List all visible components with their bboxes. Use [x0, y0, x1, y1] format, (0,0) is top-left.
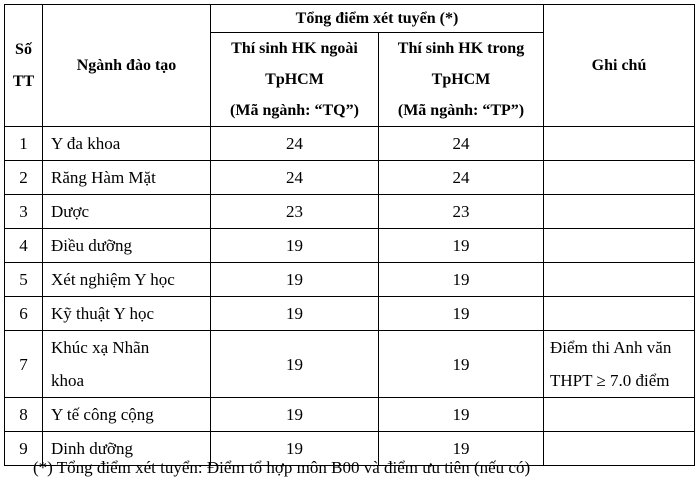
- major-name: Kỹ thuật Y học: [42, 296, 211, 331]
- score-outside: 19: [210, 296, 379, 331]
- score-inside: 19: [378, 397, 544, 432]
- footnote: (*) Tổng điểm xét tuyển: Điểm tổ hợp môn…: [33, 458, 531, 477]
- major-name: Y tế công cộng: [42, 397, 211, 432]
- score-outside: 24: [210, 126, 379, 161]
- score-outside: 19: [210, 262, 379, 297]
- row-number: 3: [4, 194, 43, 229]
- score-inside: 19: [378, 262, 544, 297]
- score-inside: 19: [378, 228, 544, 263]
- major-name: Khúc xạ Nhãn khoa: [42, 330, 211, 398]
- note: [543, 228, 695, 263]
- row-number: 7: [4, 330, 43, 398]
- inside-label: Thí sinh HK trong TpHCM: [397, 40, 525, 88]
- note: [543, 126, 695, 161]
- table-row: 4 Điều dưỡng 19 19: [4, 228, 695, 263]
- header-note: Ghi chú: [543, 4, 695, 127]
- note: [543, 160, 695, 195]
- row-number: 1: [4, 126, 43, 161]
- table-row: 3 Dược 23 23: [4, 194, 695, 229]
- score-outside: 19: [210, 397, 379, 432]
- outside-label: Thí sinh HK ngoài TpHCM: [231, 40, 358, 88]
- row-number: 9: [4, 431, 43, 466]
- major-name: Dược: [42, 194, 211, 229]
- row-number: 8: [4, 397, 43, 432]
- note: [543, 397, 695, 432]
- header-inside: Thí sinh HK trong TpHCM (Mã ngành: “TP”): [378, 32, 544, 127]
- score-outside: 19: [210, 228, 379, 263]
- row-number: 2: [4, 160, 43, 195]
- row-number: 6: [4, 296, 43, 331]
- major-name: Điều dưỡng: [42, 228, 211, 263]
- header-total: Tổng điểm xét tuyển (*): [210, 4, 544, 33]
- score-outside: 19: [210, 330, 379, 398]
- outside-code: (Mã ngành: “TQ”): [230, 102, 359, 119]
- score-inside: 19: [378, 431, 544, 466]
- score-outside: 23: [210, 194, 379, 229]
- table-row: 5 Xét nghiệm Y học 19 19: [4, 262, 695, 297]
- major-name: Răng Hàm Mặt: [42, 160, 211, 195]
- score-table: Số TT Ngành đào tạo Tổng điểm xét tuyển …: [4, 4, 695, 466]
- score-outside: 24: [210, 160, 379, 195]
- score-inside: 24: [378, 160, 544, 195]
- header-stt: Số TT: [4, 4, 43, 127]
- row-number: 5: [4, 262, 43, 297]
- header-outside: Thí sinh HK ngoài TpHCM (Mã ngành: “TQ”): [210, 32, 379, 127]
- row-number: 4: [4, 228, 43, 263]
- score-inside: 24: [378, 126, 544, 161]
- note: [543, 194, 695, 229]
- table-row: 7 Khúc xạ Nhãn khoa 19 19 Điểm thi Anh văn T…: [4, 330, 695, 398]
- major-name: Xét nghiệm Y học: [42, 262, 211, 297]
- score-inside: 23: [378, 194, 544, 229]
- note: [543, 296, 695, 331]
- score-inside: 19: [378, 296, 544, 331]
- major-name-text: Khúc xạ Nhãn khoa: [51, 338, 150, 390]
- table-row: 6 Kỹ thuật Y học 19 19: [4, 296, 695, 331]
- header-major: Ngành đào tạo: [42, 4, 211, 127]
- table-row: 2 Răng Hàm Mặt 24 24: [4, 160, 695, 195]
- note: [543, 262, 695, 297]
- table-row: 9 Dinh dưỡng 19 19: [4, 431, 695, 466]
- major-name: Y đa khoa: [42, 126, 211, 161]
- note: Điểm thi Anh văn THPT ≥ 7.0 điểm: [543, 330, 695, 398]
- note: [543, 431, 695, 466]
- score-inside: 19: [378, 330, 544, 398]
- inside-code: (Mã ngành: “TP”): [397, 102, 525, 119]
